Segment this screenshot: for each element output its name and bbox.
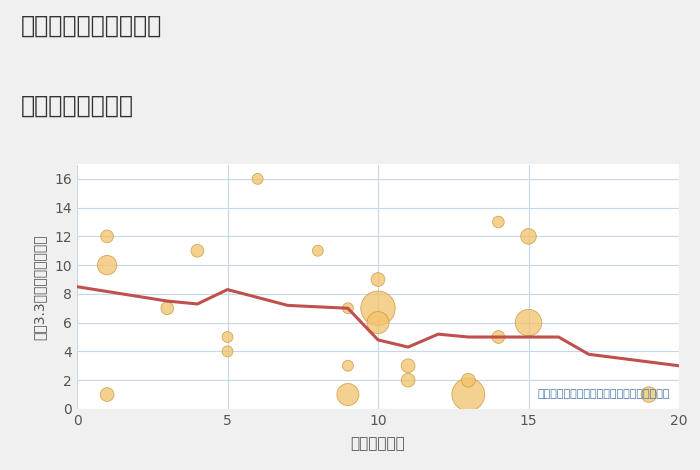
X-axis label: 駅距離（分）: 駅距離（分） (351, 436, 405, 451)
Point (493, 333, 504, 341)
Point (493, 218, 504, 226)
Point (523, 319, 534, 326)
Point (102, 233, 113, 240)
Point (402, 376, 414, 384)
Point (372, 305, 384, 312)
Point (402, 362, 414, 369)
Point (222, 333, 233, 341)
Point (372, 319, 384, 326)
Point (643, 391, 655, 398)
Text: 駅距離別土地価格: 駅距離別土地価格 (21, 94, 134, 118)
Point (102, 261, 113, 269)
Point (342, 391, 354, 398)
Point (162, 305, 173, 312)
Point (372, 276, 384, 283)
Point (342, 305, 354, 312)
Point (463, 376, 474, 384)
Point (312, 247, 323, 255)
Point (192, 247, 203, 255)
Point (463, 391, 474, 398)
Y-axis label: 坪（3.3㎡）単価（万円）: 坪（3.3㎡）単価（万円） (32, 234, 46, 339)
Point (222, 348, 233, 355)
Point (342, 362, 354, 369)
Point (252, 175, 263, 183)
Text: 三重県伊賀市桐ヶ丘の: 三重県伊賀市桐ヶ丘の (21, 14, 162, 38)
Point (102, 391, 113, 398)
Text: 円の大きさは、取引のあった物件面積を示す: 円の大きさは、取引のあった物件面積を示す (538, 389, 670, 399)
Point (523, 233, 534, 240)
